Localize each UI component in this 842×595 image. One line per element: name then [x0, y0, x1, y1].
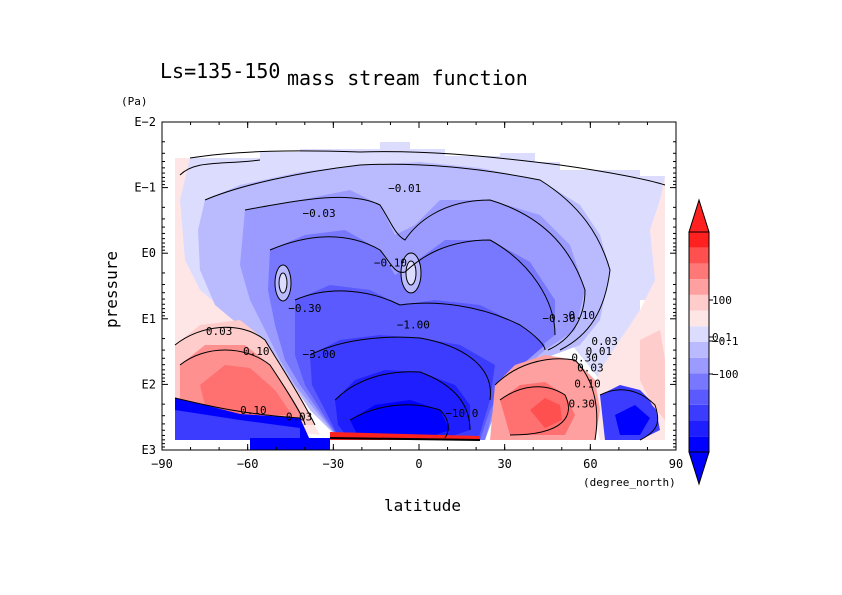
colorbar-swatch — [689, 389, 709, 405]
colorbar-label: 0.1 — [712, 331, 732, 344]
contour-line — [329, 437, 481, 441]
contour-line — [294, 290, 546, 351]
neg-band-3000 — [350, 400, 450, 440]
y-tick-label: E1 — [142, 312, 156, 326]
x-tick-label: −30 — [322, 457, 344, 471]
colorbar-swatch — [689, 263, 709, 280]
contour-line — [179, 349, 306, 426]
x-tick-label: 30 — [497, 457, 511, 471]
contour-line — [274, 264, 292, 302]
contour-label: −0.30 — [542, 312, 575, 325]
colorbar-swatch — [689, 404, 709, 421]
contour-label: 0.10 — [243, 345, 270, 358]
contour-label: 0.03 — [206, 325, 233, 338]
colorbar-label: 100 — [712, 294, 732, 307]
contour-line — [244, 196, 586, 351]
pos-lobe-sh-3 — [200, 365, 292, 415]
surface-strip-blue — [250, 438, 330, 450]
contour-line — [174, 397, 301, 419]
colorbar-swatch — [689, 232, 709, 248]
contour-label: 0.30 — [571, 351, 598, 364]
contour-line — [278, 272, 288, 294]
contour-line — [494, 358, 598, 441]
colorbar-swatch — [689, 357, 709, 374]
y-tick-label: E0 — [142, 246, 156, 260]
x-tick-label: −90 — [151, 457, 173, 471]
colorbar-swatch — [689, 436, 709, 452]
contour-line — [400, 252, 422, 294]
colorbar-max-arrow — [688, 198, 710, 233]
contour-label: 0.03 — [591, 335, 618, 348]
colorbar-frame — [688, 231, 710, 453]
contour-label: −10.0 — [445, 407, 478, 420]
colorbar-swatch — [689, 310, 709, 327]
contour-line — [599, 389, 659, 441]
colorbar-swatch — [689, 373, 709, 390]
contour-label: 0.03 — [286, 410, 313, 423]
pos-lobe-nh-3 — [530, 398, 562, 428]
colorbar-swatch — [689, 294, 709, 311]
y-tick-label: E3 — [142, 443, 156, 457]
contour-label: −3.00 — [302, 348, 335, 361]
colorbar-label: −0.1 — [712, 335, 739, 348]
contour-labels: −0.01−0.03−0.10−0.30−1.00−3.00−10.00.030… — [206, 182, 618, 423]
x-tick-label: 60 — [583, 457, 597, 471]
contour-line — [499, 386, 569, 436]
contour-label: −0.10 — [374, 256, 407, 269]
colorbar-label: −100 — [712, 368, 739, 381]
colorbar: 100 0.1−0.1 −100 — [688, 198, 739, 486]
contour-label: 0.10 — [240, 404, 267, 417]
contour-label: 0.03 — [577, 361, 604, 374]
colorbar-min-arrow — [688, 451, 710, 486]
x-axis-label: latitude — [384, 496, 461, 515]
contour-line — [349, 404, 449, 439]
contour-lines — [174, 150, 666, 441]
colorbar-swatch — [689, 342, 709, 358]
eddy-sh-core — [279, 273, 287, 293]
y-tick-label: E−1 — [134, 181, 156, 195]
colorbar-swatch — [689, 420, 709, 437]
contour-line — [334, 371, 471, 431]
y-axis-label: pressure — [102, 251, 121, 328]
neg-belt-sh-2 — [175, 410, 300, 440]
x-tick-label: −60 — [237, 457, 259, 471]
colorbar-swatch — [689, 326, 709, 342]
x-tick-label: 0 — [415, 457, 422, 471]
colorbar-swatch — [689, 279, 709, 295]
pos-patch-nh-pole — [640, 330, 665, 420]
y-axis: E−2 E−1 E0 E1 E2 E3 — [134, 115, 676, 457]
chart-title: mass stream function — [287, 66, 528, 90]
eddy-eq-core — [406, 261, 416, 285]
neg-patch-nh-2 — [615, 405, 650, 435]
contour-line — [204, 163, 611, 351]
x-units: (degree_north) — [583, 476, 676, 489]
contour-line — [309, 336, 491, 401]
contour-label: −0.30 — [288, 302, 321, 315]
y-tick-label: E2 — [142, 377, 156, 391]
y-tick-label: E−2 — [134, 115, 156, 129]
contour-line — [405, 260, 417, 286]
contour-label: −1.00 — [397, 319, 430, 332]
contour-label: 0.01 — [586, 345, 613, 358]
x-axis: −90 −60 −30 0 30 60 90 — [151, 122, 683, 471]
contour-label: 0.30 — [569, 397, 596, 410]
contour-line — [179, 159, 261, 176]
contour-line — [269, 236, 556, 336]
contour-label: −0.03 — [302, 207, 335, 220]
contour-line — [189, 150, 666, 186]
y-units: (Pa) — [121, 95, 148, 108]
contour-label: 0.10 — [574, 378, 601, 391]
contour-label: −0.01 — [388, 182, 421, 195]
season-label: Ls=135-150 — [160, 59, 280, 83]
contour-line — [174, 326, 316, 426]
contour-field: −0.01−0.03−0.10−0.30−1.00−3.00−10.00.030… — [174, 142, 666, 450]
x-tick-label: 90 — [669, 457, 683, 471]
colorbar-swatch — [689, 247, 709, 264]
contour-label: 0.10 — [569, 309, 596, 322]
